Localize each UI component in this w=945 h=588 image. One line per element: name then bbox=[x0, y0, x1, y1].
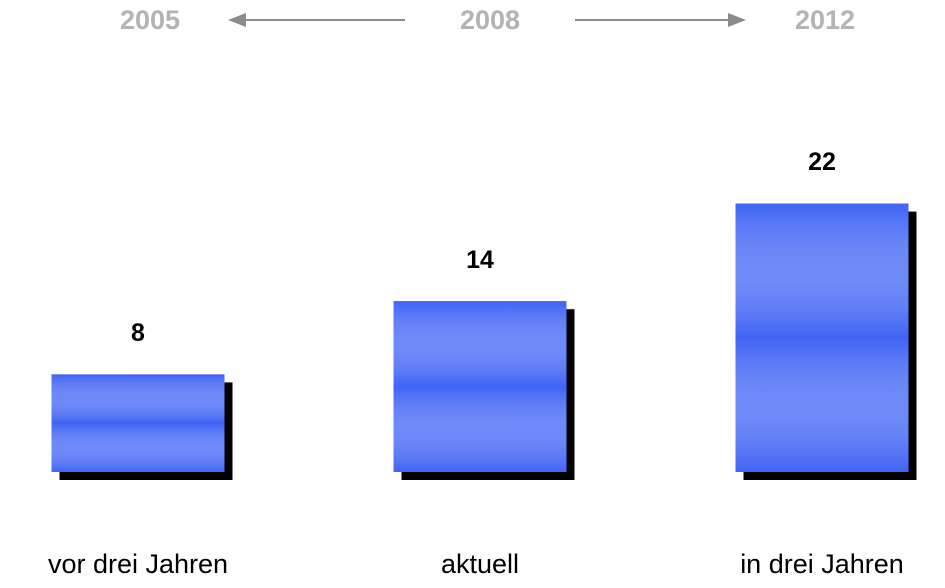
arrow-right-head bbox=[728, 13, 746, 27]
bar bbox=[393, 301, 567, 472]
year-label: 2008 bbox=[460, 5, 520, 35]
category-label: vor drei Jahren bbox=[48, 549, 228, 579]
value-label: 14 bbox=[466, 246, 494, 274]
year-label: 2012 bbox=[795, 5, 855, 35]
bar bbox=[51, 374, 225, 472]
category-label: aktuell bbox=[441, 549, 519, 579]
timeline-arrows bbox=[228, 13, 746, 27]
arrow-left-head bbox=[228, 13, 246, 27]
value-label: 22 bbox=[808, 148, 836, 176]
value-label: 8 bbox=[131, 319, 145, 347]
category-label: in drei Jahren bbox=[740, 549, 904, 579]
bar bbox=[735, 203, 909, 472]
year-label: 2005 bbox=[120, 5, 180, 35]
